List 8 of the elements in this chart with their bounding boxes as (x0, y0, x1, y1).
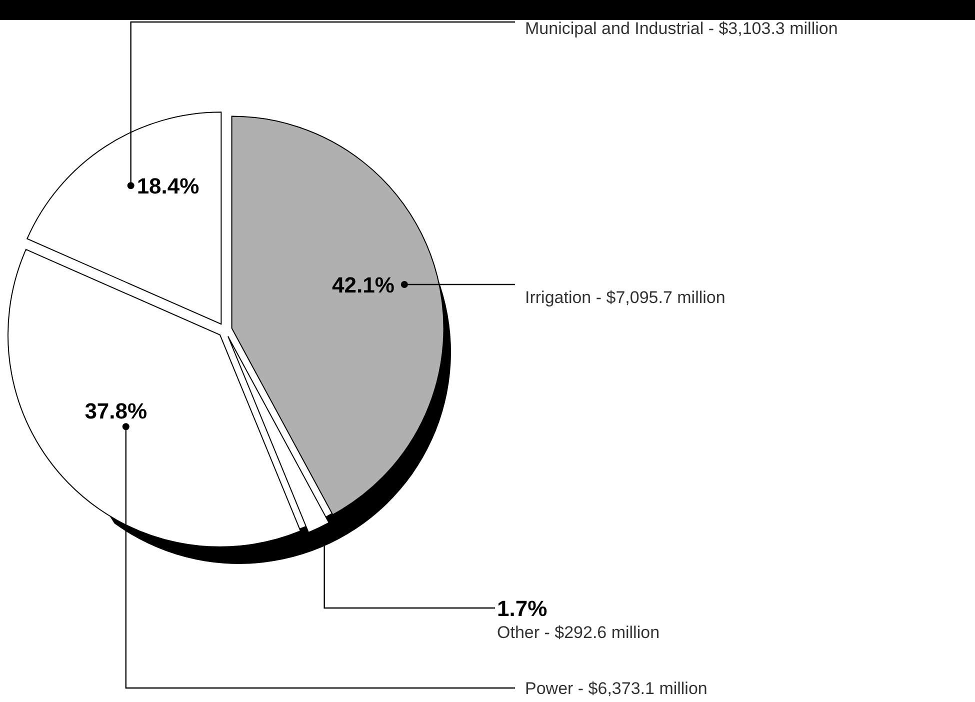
slice-label: Irrigation - $7,095.7 million (525, 288, 726, 307)
slice-label: Municipal and Industrial - $3,103.3 million (525, 19, 838, 38)
data-label: 18.4% (136, 174, 200, 199)
data-label: 1.7% (497, 596, 548, 621)
slice-label: Power - $6,373.1 million (525, 679, 708, 698)
data-label: 37.8% (84, 398, 148, 424)
slice-label: Other - $292.6 million (497, 623, 660, 642)
data-label: 42.1% (332, 272, 394, 298)
